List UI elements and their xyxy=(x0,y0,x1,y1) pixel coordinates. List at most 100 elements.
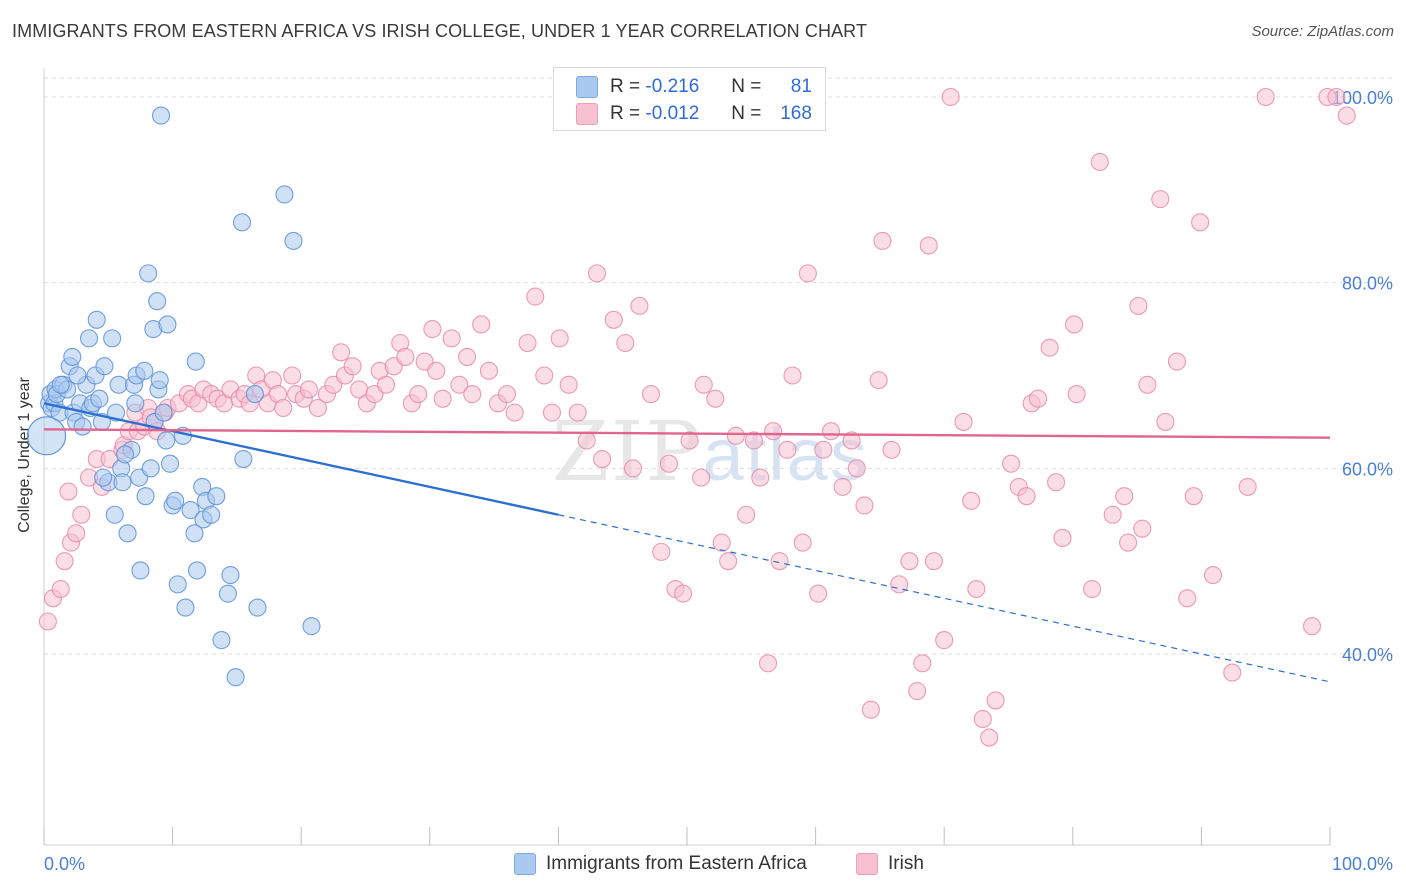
irish-point xyxy=(604,310,623,329)
irish-point xyxy=(680,431,699,450)
irish-point xyxy=(463,385,482,404)
correlation-legend: R = -0.216 N = 81 R = -0.012 N = 168 xyxy=(553,67,826,131)
irish-point xyxy=(343,357,362,376)
irish-point xyxy=(427,361,446,380)
irish-point xyxy=(433,389,452,408)
y-tick-label: 60.0% xyxy=(1342,459,1393,479)
irish-point xyxy=(900,552,919,571)
irish-point xyxy=(442,329,461,348)
eastern-africa-point xyxy=(94,468,113,487)
irish-point xyxy=(1090,152,1109,172)
eastern-africa-point xyxy=(160,454,180,473)
y-tick-label: 100.0% xyxy=(1332,88,1393,108)
eastern-africa-point xyxy=(187,561,207,580)
irish-point xyxy=(479,361,499,380)
irish-point xyxy=(1327,87,1346,107)
irish-point xyxy=(890,575,909,594)
eastern-africa-point xyxy=(245,385,264,404)
irish-point xyxy=(67,524,86,543)
irish-point xyxy=(274,398,293,418)
irish-point xyxy=(577,431,596,450)
eastern-africa-point xyxy=(158,315,177,334)
eastern-africa-point xyxy=(51,375,70,394)
irish-point xyxy=(616,333,635,353)
irish-point xyxy=(719,552,738,571)
eastern-africa-point xyxy=(151,106,171,125)
irish-point xyxy=(1184,487,1203,506)
irish-point xyxy=(641,385,661,404)
irish-point xyxy=(706,389,725,408)
irish-point xyxy=(72,505,91,524)
irish-point xyxy=(1047,473,1066,492)
x-tick-label: 0.0% xyxy=(44,854,85,874)
irish-point xyxy=(1256,87,1275,107)
irish-point xyxy=(659,454,679,473)
irish-point xyxy=(1119,533,1138,552)
irish-point xyxy=(1302,617,1322,636)
bottom-legend-label-irish: Irish xyxy=(888,853,924,874)
legend-row-eastern-africa: R = -0.216 N = 81 xyxy=(576,75,812,99)
eastern-africa-point xyxy=(154,403,173,422)
irish-point xyxy=(954,412,973,431)
irish-point xyxy=(986,691,1005,710)
irish-point xyxy=(962,491,981,510)
eastern-africa-point xyxy=(118,524,137,543)
irish-point xyxy=(764,422,783,441)
irish-point xyxy=(652,542,671,561)
irish-point xyxy=(967,579,986,599)
irish-point xyxy=(778,440,797,459)
irish-point xyxy=(458,347,477,366)
legend-row-irish: R = -0.012 N = 168 xyxy=(576,102,812,126)
irish-point xyxy=(587,264,607,283)
irish-point xyxy=(1223,663,1242,682)
irish-point xyxy=(283,366,302,385)
irish-point xyxy=(593,449,612,469)
irish-point xyxy=(809,584,828,603)
irish-point xyxy=(559,375,578,394)
irish-point xyxy=(332,343,351,362)
irish-point xyxy=(1083,579,1102,599)
irish-point xyxy=(568,403,587,422)
eastern-africa-point xyxy=(63,347,82,366)
irish-point xyxy=(793,533,812,552)
eastern-africa-point xyxy=(139,264,158,283)
irish-point xyxy=(299,380,318,399)
irish-point xyxy=(744,431,763,450)
irish-point xyxy=(694,375,713,394)
irish-point xyxy=(51,579,70,599)
eastern-africa-trend-line-dashed xyxy=(558,514,1331,683)
eastern-africa-point xyxy=(136,487,155,506)
legend-n-value: 168 xyxy=(780,103,812,124)
x-tick-label: 100.0% xyxy=(1332,854,1393,874)
irish-point xyxy=(1337,106,1356,125)
eastern-africa-point xyxy=(207,487,226,506)
irish-point xyxy=(526,287,545,306)
eastern-africa-point xyxy=(166,491,185,510)
irish-point xyxy=(712,533,731,552)
irish-point xyxy=(1191,213,1210,232)
eastern-africa-point xyxy=(148,292,167,311)
watermark: ZIPatlas xyxy=(552,405,869,500)
irish-point xyxy=(913,654,932,673)
irish-point xyxy=(1156,412,1175,431)
irish-point xyxy=(1067,385,1086,404)
irish-point xyxy=(550,329,569,348)
irish-point xyxy=(783,366,802,385)
irish-point xyxy=(935,631,954,650)
eastern-africa-point xyxy=(87,310,106,329)
eastern-africa-point xyxy=(90,389,109,408)
eastern-africa-point xyxy=(176,598,195,617)
irish-point xyxy=(924,552,943,571)
eastern-africa-point xyxy=(186,352,205,371)
eastern-africa-trend-line xyxy=(43,402,559,516)
irish-point xyxy=(855,496,874,515)
irish-point xyxy=(1129,296,1148,315)
eastern-africa-point xyxy=(150,371,169,390)
eastern-africa-point xyxy=(113,473,132,492)
irish-point xyxy=(973,709,992,729)
irish-point xyxy=(1017,487,1036,506)
eastern-africa-point xyxy=(131,561,150,580)
irish-point xyxy=(1115,487,1134,506)
eastern-africa-point xyxy=(275,185,294,204)
